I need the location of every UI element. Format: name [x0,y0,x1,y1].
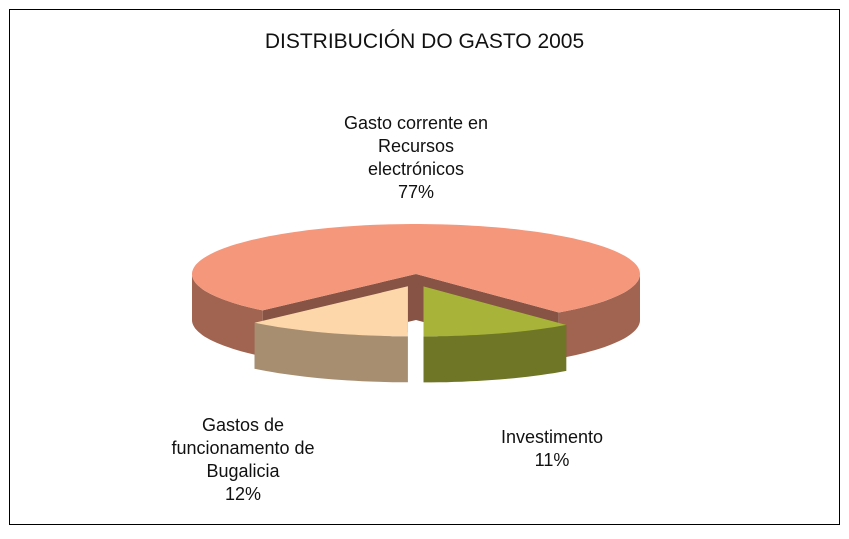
category-label: Investimento [500,427,604,447]
value-label: 11% [534,450,570,470]
category-label: Gasto corrente en Recursos electrónicos [343,113,489,179]
slice-top [192,224,640,313]
slice-side [423,324,567,383]
slice-side [254,322,408,383]
slice-side [558,274,640,359]
value-label: 77% [397,182,435,202]
slice-side [192,274,263,357]
chart-title: DISTRIBUCIÓN DO GASTO 2005 [264,30,585,53]
category-label: Gastos de funcionamento de Bugalicia [171,415,315,481]
data-label: Investimento 11% [467,426,637,472]
data-label: Gasto corrente en Recursos electrónicos 7… [331,112,501,204]
slice-top [423,286,567,337]
slice-top [254,286,408,337]
value-label: 12% [224,484,262,504]
data-label: Gastos de funcionamento de Bugalicia 12% [168,414,318,506]
